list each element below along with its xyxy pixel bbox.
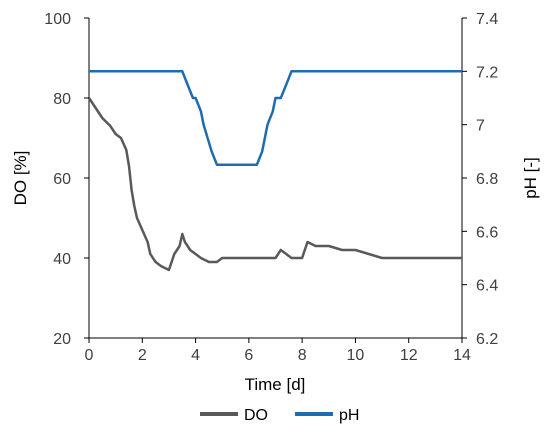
left-y-tick-label: 20 [53, 331, 71, 348]
right-y-axis-ticks: 6.2 6.4 6.6 6.8 7 7.2 7.4 [462, 11, 498, 348]
right-y-tick-label: 7.4 [476, 11, 498, 28]
x-tick-label: 14 [453, 347, 471, 364]
ph-line [89, 70, 462, 166]
legend-ph-label: pH [339, 407, 359, 424]
right-y-axis-title: pH [-] [521, 157, 540, 199]
ph-series [89, 70, 462, 166]
do-series [87, 97, 462, 272]
left-y-tick-label: 80 [53, 91, 71, 108]
x-tick-label: 0 [85, 347, 94, 364]
left-y-axis-title: DO [%] [11, 151, 30, 206]
x-tick-label: 6 [244, 347, 253, 364]
right-y-tick-label: 6.2 [476, 331, 498, 348]
right-y-tick-label: 6.6 [476, 224, 498, 241]
x-tick-label: 4 [191, 347, 200, 364]
right-y-tick-label: 6.4 [476, 278, 498, 295]
legend-do-label: DO [244, 407, 268, 424]
x-tick-label: 12 [400, 347, 418, 364]
left-y-tick-label: 40 [53, 251, 71, 268]
left-y-tick-label: 100 [44, 11, 71, 28]
left-y-axis-ticks: 20 40 60 80 100 [44, 11, 89, 348]
plot-frame [88, 18, 463, 339]
x-tick-label: 2 [138, 347, 147, 364]
do-line [87, 97, 462, 272]
x-tick-label: 8 [298, 347, 307, 364]
legend: DO pH [200, 407, 359, 424]
x-axis-ticks: 0 2 4 6 8 10 12 14 [85, 338, 471, 364]
x-axis-title: Time [d] [245, 375, 306, 394]
right-y-tick-label: 7 [476, 118, 485, 135]
left-y-tick-label: 60 [53, 171, 71, 188]
right-y-tick-label: 6.8 [476, 171, 498, 188]
right-y-tick-label: 7.2 [476, 64, 498, 81]
x-tick-label: 10 [347, 347, 365, 364]
